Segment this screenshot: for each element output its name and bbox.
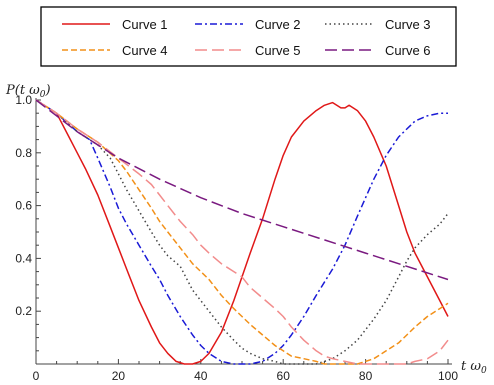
y-tick-label: 0.8 bbox=[15, 146, 32, 160]
legend-box bbox=[40, 6, 457, 67]
series-line-2 bbox=[35, 99, 448, 365]
legend-label: Curve 4 bbox=[122, 43, 168, 58]
plot-area bbox=[35, 99, 449, 365]
y-tick-label: 0.4 bbox=[15, 251, 32, 265]
legend-label: Curve 2 bbox=[255, 17, 301, 32]
legend-label: Curve 3 bbox=[385, 17, 431, 32]
series-line-3 bbox=[35, 99, 449, 365]
x-tick-label: 40 bbox=[194, 369, 208, 383]
y-axis-title: P(t ω0) bbox=[5, 83, 51, 100]
series-line-5 bbox=[35, 99, 449, 365]
y-tick-label: 0.2 bbox=[15, 304, 32, 318]
legend: Curve 1 Curve 2 Curve 3 Curve 4 Curve 5 Curve… bbox=[40, 6, 457, 67]
x-tick-label: 20 bbox=[112, 369, 126, 383]
legend-label: Curve 1 bbox=[122, 17, 168, 32]
legend-label: Curve 5 bbox=[255, 43, 301, 58]
y-tick-label: 1.0 bbox=[15, 93, 32, 107]
axes: 0 20 40 60 80 100 0.2 0.4 0.6 0.8 1.0 bbox=[15, 93, 458, 383]
series-line-4 bbox=[35, 99, 449, 365]
series-line-6 bbox=[35, 99, 449, 281]
x-tick-label: 80 bbox=[359, 369, 373, 383]
x-tick-label: 0 bbox=[33, 369, 40, 383]
y-tick-label: 0.6 bbox=[15, 199, 32, 213]
legend-label: Curve 6 bbox=[385, 43, 431, 58]
series-line-1 bbox=[35, 99, 449, 365]
x-tick-label: 100 bbox=[438, 369, 458, 383]
x-tick-label: 60 bbox=[277, 369, 291, 383]
x-axis-title: t ω0 bbox=[461, 359, 487, 376]
